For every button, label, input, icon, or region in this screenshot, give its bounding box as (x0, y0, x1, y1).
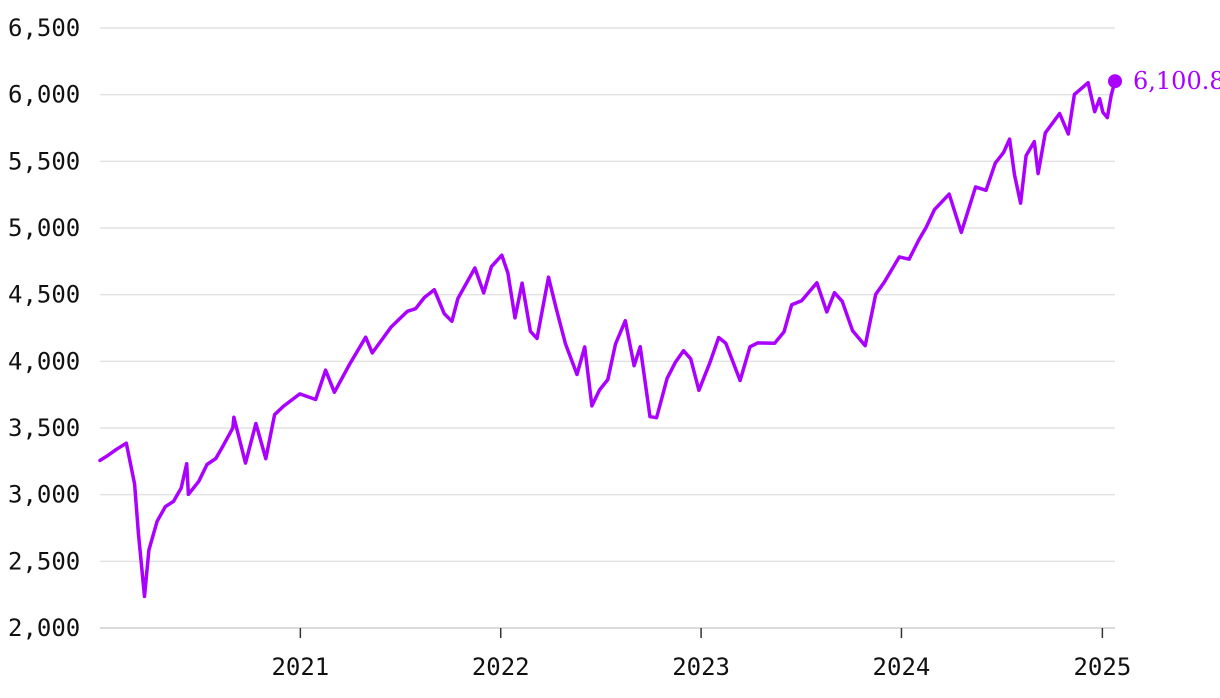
y-tick-label: 5,500 (8, 147, 80, 175)
end-point-marker (1108, 74, 1122, 89)
y-tick-label: 2,500 (8, 547, 80, 575)
series-line (98, 79, 1117, 599)
y-tick-label: 2,000 (8, 614, 80, 642)
y-tick-label: 4,000 (8, 347, 80, 375)
x-tick-label: 2022 (472, 653, 530, 681)
y-tick-label: 6,000 (8, 81, 80, 109)
y-tick-label: 5,000 (8, 214, 80, 242)
y-tick-label: 6,500 (8, 14, 80, 42)
series-group (98, 79, 1117, 599)
x-axis-ticks: 2021 2022 2023 2024 2025 (271, 628, 1131, 681)
end-value-label: 6,100.81 (1133, 67, 1220, 95)
y-tick-label: 3,000 (8, 481, 80, 509)
x-tick-label: 2021 (271, 653, 329, 681)
x-tick-label: 2025 (1073, 653, 1131, 681)
y-tick-label: 4,500 (8, 281, 80, 309)
y-tick-label: 3,500 (8, 414, 80, 442)
x-tick-label: 2023 (672, 653, 730, 681)
x-tick-label: 2024 (873, 653, 931, 681)
gridlines (100, 27, 1115, 563)
y-axis-ticks: 2,000 2,500 3,000 3,500 4,000 4,500 5,000 5,500… (8, 14, 80, 642)
